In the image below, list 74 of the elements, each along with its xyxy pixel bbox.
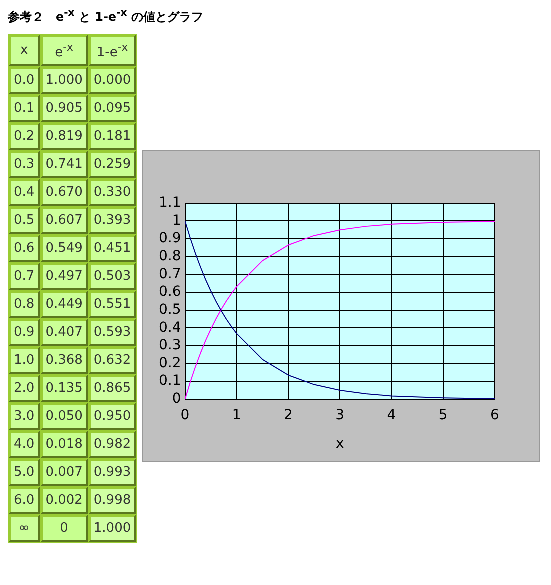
- y-tick-label: 0.8: [9, 291, 40, 318]
- x-tick-label: e$^{-x}$: [40, 35, 88, 66]
- y-tick-label: 0.6: [159, 284, 182, 300]
- y-tick-label: 1: [172, 212, 182, 229]
- data-label: 0.865: [88, 375, 136, 402]
- y-tick-label: 0.1: [159, 373, 182, 390]
- y-tick-label: 0: [172, 391, 182, 408]
- data-label: 0.050: [40, 403, 88, 430]
- y-tick-label: ∞: [9, 515, 40, 542]
- x-tick-label: 2: [284, 407, 293, 424]
- y-tick-label: 0.9: [9, 319, 40, 346]
- y-tick-label: 0.7: [9, 263, 40, 290]
- data-label: 0.632: [88, 347, 136, 374]
- data-label: 0.095: [88, 95, 136, 122]
- data-label: 0.670: [40, 179, 88, 206]
- y-axis-title: x: [9, 35, 40, 66]
- y-tick-label: 5.0: [9, 459, 40, 486]
- data-label: 0: [40, 515, 88, 542]
- data-label: 0.549: [40, 235, 88, 262]
- data-label: 0.259: [88, 151, 136, 178]
- data-label: 0.393: [88, 207, 136, 234]
- x-tick-label: 5: [438, 407, 448, 424]
- y-tick-label: 6.0: [9, 487, 40, 514]
- y-tick-label: 0.1: [9, 95, 40, 122]
- data-label: 1.000: [40, 67, 88, 94]
- data-label: 0.503: [88, 263, 136, 290]
- data-label: 0.819: [40, 123, 88, 150]
- data-label: 0.018: [40, 431, 88, 458]
- data-label: 0.407: [40, 319, 88, 346]
- data-label: 0.449: [40, 291, 88, 318]
- data-label: 0.950: [88, 403, 136, 430]
- y-tick-label: 3.0: [9, 403, 40, 430]
- y-tick-label: 1.1: [159, 195, 182, 212]
- data-label: 0.497: [40, 263, 88, 290]
- y-tick-label: 0.5: [159, 302, 182, 318]
- x-tick-label: 6: [490, 407, 500, 424]
- data-label: 0.007: [40, 459, 88, 486]
- y-tick-label: 1.0: [9, 347, 40, 374]
- data-label: 0.000: [88, 67, 136, 94]
- data-label: 1.000: [88, 515, 136, 542]
- data-label: 0.593: [88, 319, 136, 346]
- x-axis-title: x: [336, 436, 344, 452]
- y-tick-label: 0.2: [9, 123, 40, 150]
- chart-title: 参考２ e$^{-x}$ と 1-e$^{-x}$ の値とグラフ: [8, 8, 204, 26]
- y-tick-label: 0.7: [159, 266, 182, 282]
- data-label: 0.551: [88, 291, 136, 318]
- x-tick-label: 1: [232, 407, 242, 424]
- data-label: 0.741: [40, 151, 88, 178]
- y-tick-label: 4.0: [9, 431, 40, 458]
- y-tick-label: 0.5: [9, 207, 40, 234]
- data-label: 0.002: [40, 487, 88, 514]
- data-label: 0.135: [40, 375, 88, 402]
- data-label: 0.905: [40, 95, 88, 122]
- y-tick-label: 0.0: [9, 67, 40, 94]
- y-tick-label: 0.6: [9, 235, 40, 262]
- data-label: 0.181: [88, 123, 136, 150]
- data-label: 0.607: [40, 207, 88, 234]
- y-tick-label: 0.3: [9, 151, 40, 178]
- x-tick-label: 1-e$^{-x}$: [88, 35, 136, 66]
- data-label: 0.330: [88, 179, 136, 206]
- y-tick-label: 0.4: [159, 320, 182, 336]
- data-label: 0.451: [88, 235, 136, 262]
- y-tick-label: 0.9: [159, 230, 182, 247]
- data-label: 0.993: [88, 459, 136, 486]
- data-label: 0.368: [40, 347, 88, 374]
- x-tick-label: 4: [387, 407, 396, 424]
- data-label: 0.982: [88, 431, 136, 458]
- y-tick-label: 0.8: [159, 248, 182, 264]
- y-tick-label: 0.4: [9, 179, 40, 206]
- y-tick-label: 0.2: [159, 355, 182, 372]
- y-tick-label: 2.0: [9, 375, 40, 402]
- x-tick-label: 3: [336, 407, 345, 424]
- data-label: 0.998: [88, 487, 136, 514]
- y-tick-label: 0.3: [159, 338, 182, 354]
